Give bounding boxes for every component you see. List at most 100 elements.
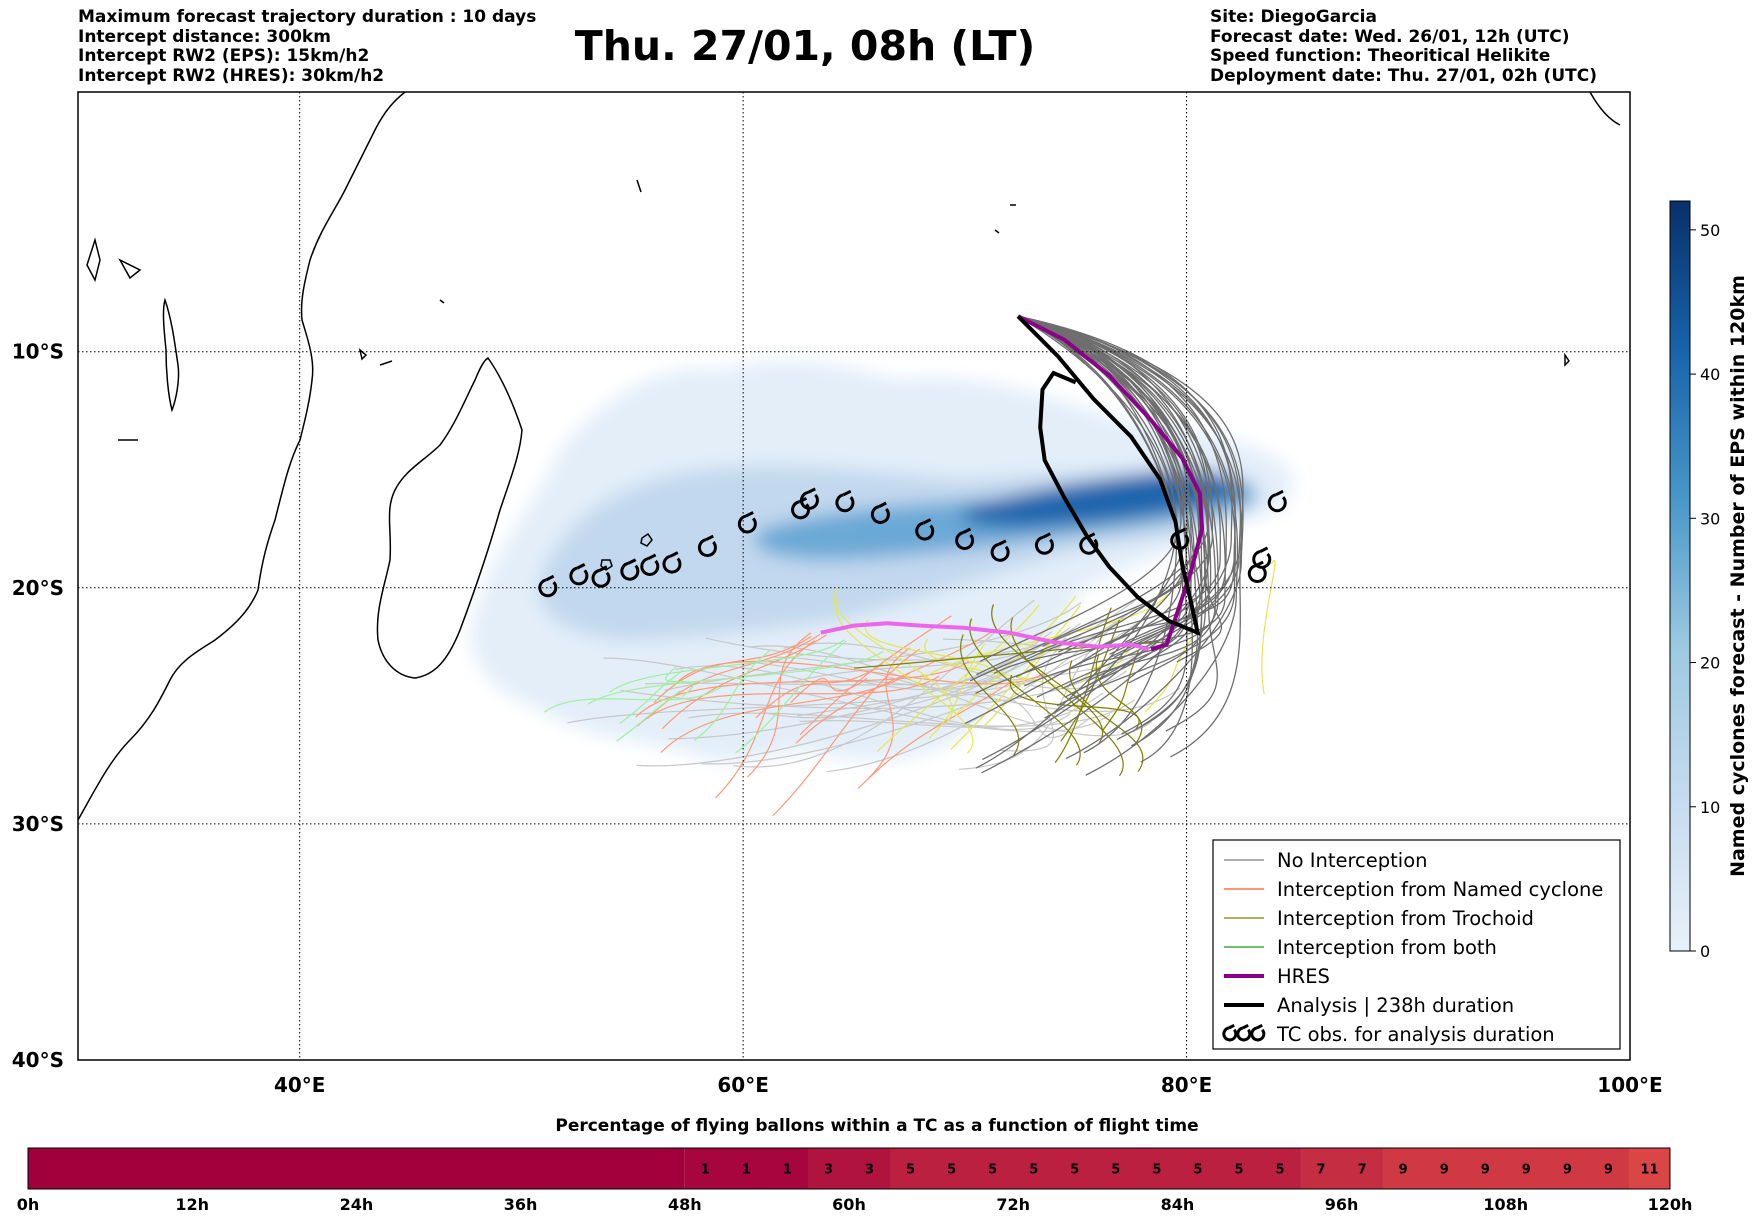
trajectory-line: [799, 692, 1104, 728]
flight-time-cell-value: 9: [1563, 1163, 1572, 1178]
trajectory-line: [767, 595, 1142, 719]
flight-time-cell: [1054, 1148, 1096, 1189]
island: [1589, 92, 1621, 126]
flight-time-cell-value: 5: [1234, 1163, 1243, 1178]
flight-time-cell: [1464, 1148, 1507, 1189]
cyclone-symbol-icon: [1252, 546, 1272, 569]
legend-label: TC obs. for analysis duration: [1276, 1023, 1555, 1046]
flight-time-bar: 1 1 1 3 3 5 5 5 5 5 5 5 5 5 5 7 7 9 9 9 9 9 9 11 0h 12h 24h 36h 48h…: [17, 1147, 1692, 1214]
flight-time-cell: [972, 1148, 1014, 1189]
colorbar-tick-label: 50: [1700, 221, 1720, 240]
trajectory-line: [1017, 315, 1236, 643]
trajectory-line: [770, 656, 1019, 690]
header-right-block: Site: DiegoGarcia Forecast date: Wed. 26…: [1210, 7, 1597, 86]
colorbar-tick-label: 10: [1700, 798, 1720, 817]
cyclone-symbol-icon: [799, 487, 819, 510]
flight-time-cell-value: 7: [1317, 1163, 1326, 1178]
flight-time-bar-title: Percentage of flying ballons within a TC…: [555, 1116, 1199, 1136]
flight-time-cell: [1382, 1148, 1425, 1189]
legend-entry: No Interception: [1224, 849, 1428, 872]
trajectory-line: [619, 669, 684, 724]
trajectory-line: [1017, 315, 1221, 660]
flight-time-cell-value: 5: [947, 1163, 956, 1178]
island: [162, 297, 180, 413]
flight-time-cell-value: 1: [701, 1163, 710, 1178]
colorbar-tick-label: 40: [1700, 365, 1720, 384]
lon-tick-label: 40°E: [274, 1073, 326, 1097]
legend-label: Analysis | 238h duration: [1277, 994, 1514, 1017]
trajectory-line: [954, 595, 1077, 717]
header-left-line: Intercept RW2 (EPS): 15km/h2: [78, 46, 370, 66]
trajectory-line: [833, 589, 953, 723]
island: [86, 237, 101, 283]
flight-time-cell: [890, 1148, 932, 1189]
trajectory-line: [616, 690, 681, 742]
tc-observations: [538, 487, 1287, 598]
header-right-line: Forecast date: Wed. 26/01, 12h (UTC): [1210, 26, 1570, 47]
lat-tick-label: 40°S: [12, 1048, 64, 1072]
colorbar-tick-label: 30: [1700, 509, 1720, 528]
hres-track-magenta: [820, 621, 1150, 652]
colorbar-tick-label: 20: [1700, 654, 1720, 673]
colorbar-vertical-fill: [1669, 200, 1691, 952]
island: [636, 179, 642, 193]
trajectory-line: [587, 650, 884, 705]
flight-time-cell-value: 3: [865, 1163, 874, 1178]
flight-time-cell-value: 5: [1276, 1163, 1285, 1178]
trajectory-line: [868, 647, 911, 778]
cyclone-symbol-icon: [538, 574, 558, 598]
cyclone-symbol-icon: [1267, 489, 1287, 513]
cyclone-symbol-icon: [1222, 1023, 1238, 1042]
flight-time-cell: [1136, 1148, 1178, 1189]
trajectory-line: [1145, 636, 1194, 713]
cyclone-symbol-icon: [835, 489, 855, 513]
trajectory-line: [981, 315, 1210, 761]
flight-time-cell-value: 5: [906, 1163, 915, 1178]
trajectory-line: [1017, 315, 1203, 741]
trajectory-line: [876, 604, 1040, 752]
flight-time-cell-value: 5: [988, 1163, 997, 1178]
cyclone-symbol-icon: [662, 551, 682, 574]
trajectory-line: [1017, 315, 1239, 776]
flight-time-cell: [1259, 1148, 1302, 1189]
map-plot-area: [78, 92, 1630, 1060]
legend-label: Interception from both: [1277, 936, 1497, 959]
legend-label: Interception from Named cyclone: [1277, 878, 1603, 901]
trajectory-line: [668, 626, 1071, 740]
trajectory-line: [636, 675, 940, 727]
flight-time-cell-value: 9: [1481, 1163, 1490, 1178]
island: [640, 532, 653, 547]
trajectory-line: [1010, 617, 1124, 777]
legend-entry: Analysis | 238h duration: [1224, 994, 1514, 1017]
header-right-line: Speed function: Theoritical Helikite: [1210, 46, 1551, 66]
legend-entry: Interception from Trochoid: [1224, 907, 1534, 930]
flight-time-cell: [1218, 1148, 1260, 1189]
flight-time-cell: [1177, 1148, 1219, 1189]
flight-time-cell-empty: [28, 1148, 685, 1189]
flight-time-cell: [1095, 1148, 1137, 1189]
flight-time-cell: [766, 1148, 809, 1189]
header-left-line: Intercept RW2 (HRES): 30km/h2: [78, 65, 385, 86]
header-right-line: Deployment date: Thu. 27/01, 02h (UTC): [1210, 65, 1597, 86]
trajectory-line: [1102, 650, 1140, 731]
flight-time-cell-value: 5: [1070, 1163, 1079, 1178]
trajectory-line: [1054, 607, 1112, 764]
flight-time-cell-value: 11: [1640, 1163, 1658, 1178]
flight-time-cell-value: 1: [742, 1163, 751, 1178]
trajectories-both: [543, 639, 884, 754]
lon-tick-label: 80°E: [1161, 1073, 1213, 1097]
flight-time-cell: [931, 1148, 973, 1189]
trajectory-line: [660, 672, 911, 753]
legend-entry: HRES: [1224, 965, 1330, 988]
legend-entry: Interception from both: [1224, 936, 1497, 959]
cyclone-symbol-icon: [697, 534, 717, 558]
flight-time-cell: [1505, 1148, 1548, 1189]
trajectory-line: [653, 635, 812, 704]
island: [118, 258, 142, 280]
lon-tick-label: 60°E: [717, 1073, 769, 1097]
flight-time-cell-value: 9: [1604, 1163, 1613, 1178]
flight-time-tick-label: 12h: [175, 1195, 209, 1214]
island: [379, 360, 393, 366]
flight-time-cell-value: 3: [824, 1163, 833, 1178]
trajectory-line: [735, 640, 847, 754]
